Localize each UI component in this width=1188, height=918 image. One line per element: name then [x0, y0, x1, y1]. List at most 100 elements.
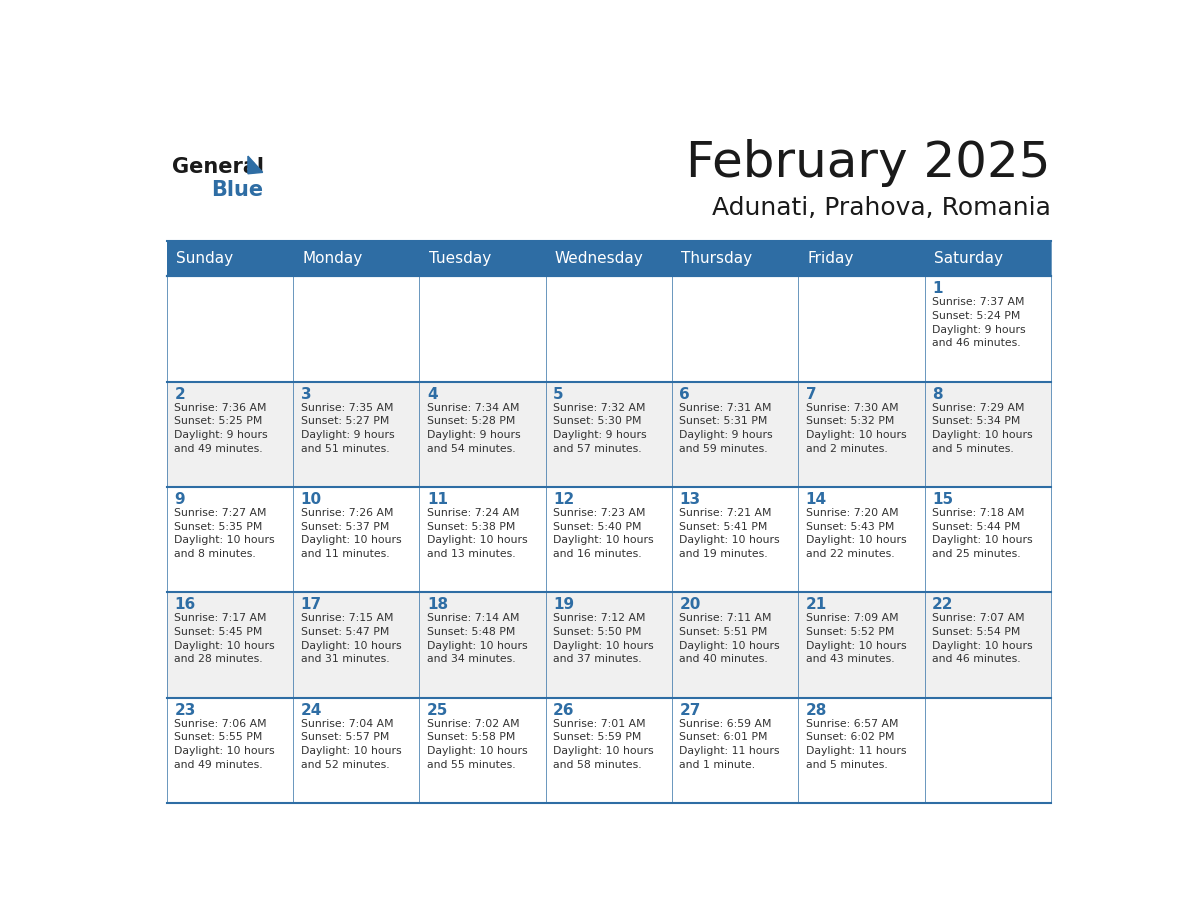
Text: 7: 7: [805, 386, 816, 401]
Text: 15: 15: [931, 492, 953, 507]
Text: Sunrise: 7:27 AM
Sunset: 5:35 PM
Daylight: 10 hours
and 8 minutes.: Sunrise: 7:27 AM Sunset: 5:35 PM Dayligh…: [175, 509, 274, 559]
Bar: [293, 592, 419, 698]
Text: 20: 20: [680, 598, 701, 612]
Text: Adunati, Prahova, Romania: Adunati, Prahova, Romania: [712, 196, 1051, 219]
Bar: [924, 241, 1051, 276]
Text: 27: 27: [680, 702, 701, 718]
Polygon shape: [248, 156, 263, 174]
Text: 17: 17: [301, 598, 322, 612]
Text: Sunrise: 7:04 AM
Sunset: 5:57 PM
Daylight: 10 hours
and 52 minutes.: Sunrise: 7:04 AM Sunset: 5:57 PM Dayligh…: [301, 719, 402, 769]
Text: 23: 23: [175, 702, 196, 718]
Bar: [166, 592, 293, 698]
Text: 25: 25: [426, 702, 448, 718]
Text: 24: 24: [301, 702, 322, 718]
Text: Sunrise: 7:02 AM
Sunset: 5:58 PM
Daylight: 10 hours
and 55 minutes.: Sunrise: 7:02 AM Sunset: 5:58 PM Dayligh…: [426, 719, 527, 769]
Bar: [166, 241, 293, 276]
Text: 5: 5: [554, 386, 564, 401]
Bar: [672, 698, 798, 803]
Text: Blue: Blue: [211, 180, 264, 200]
Text: Sunrise: 7:18 AM
Sunset: 5:44 PM
Daylight: 10 hours
and 25 minutes.: Sunrise: 7:18 AM Sunset: 5:44 PM Dayligh…: [931, 509, 1032, 559]
Text: 2: 2: [175, 386, 185, 401]
Bar: [798, 592, 924, 698]
Bar: [293, 487, 419, 592]
Bar: [293, 276, 419, 382]
Text: 18: 18: [426, 598, 448, 612]
Text: Sunrise: 7:34 AM
Sunset: 5:28 PM
Daylight: 9 hours
and 54 minutes.: Sunrise: 7:34 AM Sunset: 5:28 PM Dayligh…: [426, 403, 520, 453]
Bar: [924, 487, 1051, 592]
Bar: [545, 382, 672, 487]
Text: Sunrise: 7:24 AM
Sunset: 5:38 PM
Daylight: 10 hours
and 13 minutes.: Sunrise: 7:24 AM Sunset: 5:38 PM Dayligh…: [426, 509, 527, 559]
Text: Sunrise: 7:20 AM
Sunset: 5:43 PM
Daylight: 10 hours
and 22 minutes.: Sunrise: 7:20 AM Sunset: 5:43 PM Dayligh…: [805, 509, 906, 559]
Bar: [545, 592, 672, 698]
Text: Sunday: Sunday: [176, 252, 233, 266]
Bar: [924, 592, 1051, 698]
Text: Sunrise: 7:17 AM
Sunset: 5:45 PM
Daylight: 10 hours
and 28 minutes.: Sunrise: 7:17 AM Sunset: 5:45 PM Dayligh…: [175, 613, 274, 665]
Bar: [419, 241, 545, 276]
Text: Sunrise: 7:15 AM
Sunset: 5:47 PM
Daylight: 10 hours
and 31 minutes.: Sunrise: 7:15 AM Sunset: 5:47 PM Dayligh…: [301, 613, 402, 665]
Text: 3: 3: [301, 386, 311, 401]
Text: 16: 16: [175, 598, 196, 612]
Text: 9: 9: [175, 492, 185, 507]
Bar: [293, 382, 419, 487]
Bar: [419, 698, 545, 803]
Text: 1: 1: [931, 281, 942, 297]
Text: Sunrise: 7:23 AM
Sunset: 5:40 PM
Daylight: 10 hours
and 16 minutes.: Sunrise: 7:23 AM Sunset: 5:40 PM Dayligh…: [554, 509, 653, 559]
Bar: [798, 698, 924, 803]
Text: Wednesday: Wednesday: [555, 252, 644, 266]
Bar: [166, 487, 293, 592]
Text: 21: 21: [805, 598, 827, 612]
Bar: [419, 592, 545, 698]
Text: Saturday: Saturday: [934, 252, 1003, 266]
Text: Sunrise: 7:26 AM
Sunset: 5:37 PM
Daylight: 10 hours
and 11 minutes.: Sunrise: 7:26 AM Sunset: 5:37 PM Dayligh…: [301, 509, 402, 559]
Text: 10: 10: [301, 492, 322, 507]
Bar: [672, 276, 798, 382]
Text: 12: 12: [554, 492, 574, 507]
Bar: [166, 382, 293, 487]
Text: 14: 14: [805, 492, 827, 507]
Text: General: General: [171, 157, 264, 176]
Text: Sunrise: 7:32 AM
Sunset: 5:30 PM
Daylight: 9 hours
and 57 minutes.: Sunrise: 7:32 AM Sunset: 5:30 PM Dayligh…: [554, 403, 646, 453]
Text: Sunrise: 7:36 AM
Sunset: 5:25 PM
Daylight: 9 hours
and 49 minutes.: Sunrise: 7:36 AM Sunset: 5:25 PM Dayligh…: [175, 403, 268, 453]
Text: Sunrise: 7:01 AM
Sunset: 5:59 PM
Daylight: 10 hours
and 58 minutes.: Sunrise: 7:01 AM Sunset: 5:59 PM Dayligh…: [554, 719, 653, 769]
Text: Sunrise: 7:11 AM
Sunset: 5:51 PM
Daylight: 10 hours
and 40 minutes.: Sunrise: 7:11 AM Sunset: 5:51 PM Dayligh…: [680, 613, 781, 665]
Text: Sunrise: 7:35 AM
Sunset: 5:27 PM
Daylight: 9 hours
and 51 minutes.: Sunrise: 7:35 AM Sunset: 5:27 PM Dayligh…: [301, 403, 394, 453]
Bar: [419, 487, 545, 592]
Bar: [798, 382, 924, 487]
Text: Sunrise: 7:37 AM
Sunset: 5:24 PM
Daylight: 9 hours
and 46 minutes.: Sunrise: 7:37 AM Sunset: 5:24 PM Dayligh…: [931, 297, 1025, 348]
Text: February 2025: February 2025: [687, 140, 1051, 187]
Text: 8: 8: [931, 386, 942, 401]
Text: 4: 4: [426, 386, 437, 401]
Bar: [293, 241, 419, 276]
Bar: [924, 276, 1051, 382]
Bar: [545, 487, 672, 592]
Bar: [924, 698, 1051, 803]
Bar: [672, 487, 798, 592]
Text: Monday: Monday: [303, 252, 362, 266]
Bar: [798, 241, 924, 276]
Bar: [798, 276, 924, 382]
Text: 22: 22: [931, 598, 954, 612]
Text: Thursday: Thursday: [681, 252, 752, 266]
Bar: [166, 698, 293, 803]
Text: 26: 26: [554, 702, 575, 718]
Text: Sunrise: 6:59 AM
Sunset: 6:01 PM
Daylight: 11 hours
and 1 minute.: Sunrise: 6:59 AM Sunset: 6:01 PM Dayligh…: [680, 719, 779, 769]
Text: Sunrise: 7:29 AM
Sunset: 5:34 PM
Daylight: 10 hours
and 5 minutes.: Sunrise: 7:29 AM Sunset: 5:34 PM Dayligh…: [931, 403, 1032, 453]
Bar: [798, 487, 924, 592]
Text: 28: 28: [805, 702, 827, 718]
Bar: [166, 276, 293, 382]
Bar: [419, 382, 545, 487]
Text: Sunrise: 7:14 AM
Sunset: 5:48 PM
Daylight: 10 hours
and 34 minutes.: Sunrise: 7:14 AM Sunset: 5:48 PM Dayligh…: [426, 613, 527, 665]
Text: 19: 19: [554, 598, 574, 612]
Text: 11: 11: [426, 492, 448, 507]
Bar: [924, 382, 1051, 487]
Text: Sunrise: 7:31 AM
Sunset: 5:31 PM
Daylight: 9 hours
and 59 minutes.: Sunrise: 7:31 AM Sunset: 5:31 PM Dayligh…: [680, 403, 773, 453]
Bar: [545, 698, 672, 803]
Text: 6: 6: [680, 386, 690, 401]
Bar: [545, 276, 672, 382]
Bar: [293, 698, 419, 803]
Text: Sunrise: 7:09 AM
Sunset: 5:52 PM
Daylight: 10 hours
and 43 minutes.: Sunrise: 7:09 AM Sunset: 5:52 PM Dayligh…: [805, 613, 906, 665]
Text: 13: 13: [680, 492, 701, 507]
Text: Tuesday: Tuesday: [429, 252, 491, 266]
Bar: [545, 241, 672, 276]
Text: Sunrise: 7:30 AM
Sunset: 5:32 PM
Daylight: 10 hours
and 2 minutes.: Sunrise: 7:30 AM Sunset: 5:32 PM Dayligh…: [805, 403, 906, 453]
